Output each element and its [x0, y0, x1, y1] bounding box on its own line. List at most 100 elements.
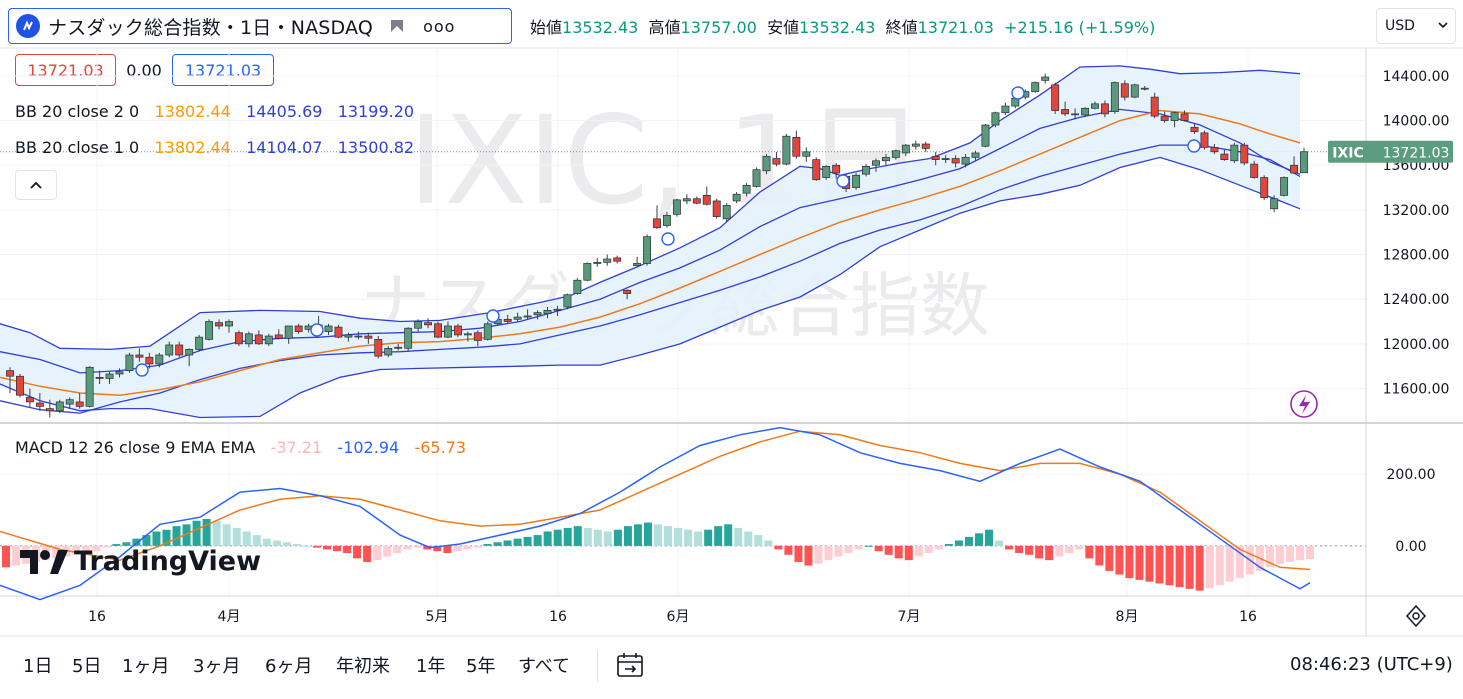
candle-body: [1061, 109, 1070, 115]
price-tick-label: 12000.00: [1383, 337, 1450, 353]
time-tick-label: 4月: [218, 609, 241, 625]
candle-body: [832, 164, 841, 174]
ask-price-box[interactable]: 13721.03: [172, 54, 274, 86]
bb1-legend[interactable]: BB 20 close 1 0 13802.44 14104.07 13500.…: [15, 138, 414, 157]
macd-histogram-bar: [1215, 545, 1224, 586]
low-label: 安値: [767, 18, 800, 37]
bb2-legend[interactable]: BB 20 close 2 0 13802.44 14405.69 13199.…: [15, 102, 414, 121]
event-marker-icon[interactable]: [486, 309, 500, 323]
macd-signal-line: [0, 430, 1311, 571]
more-options-icon[interactable]: ooo: [423, 16, 456, 36]
clock-timezone[interactable]: 08:46:23 (UTC+9): [1290, 654, 1453, 675]
time-axis: 16 4月 5月 16 6月 7月 8月 16: [88, 609, 1257, 625]
candle-body: [702, 195, 711, 205]
bb2-label: BB 20 close 2 0: [15, 102, 140, 121]
macd-histogram-bar: [1155, 545, 1164, 584]
macd-histogram-bar: [1005, 545, 1014, 550]
candle-body: [6, 370, 14, 377]
candle-body: [135, 354, 144, 358]
date-range-icon[interactable]: [615, 652, 645, 680]
macd-histogram-bar: [603, 531, 612, 546]
event-marker-icon[interactable]: [310, 323, 324, 337]
lightning-icon[interactable]: [1290, 390, 1318, 418]
range-button-3[interactable]: 3ヶ月: [193, 656, 241, 677]
macd-histogram-bar: [1235, 545, 1244, 579]
macd-histogram-bar: [774, 545, 783, 550]
range-button-7[interactable]: 5年: [466, 656, 496, 677]
candle-body: [1081, 107, 1089, 116]
candle-body: [1290, 164, 1298, 174]
macd-histogram-bar: [1015, 545, 1024, 553]
macd-histogram-bar: [192, 520, 201, 546]
event-marker-icon[interactable]: [661, 232, 675, 246]
event-marker-icon[interactable]: [836, 174, 850, 188]
macd-histogram-bar: [824, 545, 833, 561]
candle-body: [523, 315, 532, 318]
candle-body: [324, 325, 333, 332]
bb2-basis: 13802.44: [154, 102, 231, 121]
macd-histogram-bar: [1205, 545, 1214, 589]
macd-histogram-bar: [623, 526, 632, 546]
macd-histogram-bar: [944, 544, 953, 546]
currency-select[interactable]: USD: [1376, 8, 1456, 44]
macd-histogram-bar: [322, 545, 331, 550]
candle-body: [563, 294, 572, 308]
macd-histogram-bar: [12, 545, 21, 566]
candle-body: [1230, 144, 1239, 162]
macd-histogram-bar: [92, 545, 101, 552]
event-marker-icon[interactable]: [1187, 139, 1201, 153]
time-tick-label: 16: [1239, 609, 1257, 625]
macd-histogram-bar: [674, 527, 683, 546]
candle-body: [394, 346, 403, 349]
candle-body: [603, 258, 612, 263]
event-marker-icon[interactable]: [1011, 86, 1025, 100]
macd-legend[interactable]: MACD 12 26 close 9 EMA EMA -37.21 -102.9…: [15, 438, 466, 457]
bid-price-box[interactable]: 13721.03: [15, 54, 116, 86]
macd-histogram-bar: [1135, 545, 1144, 580]
range-button-6[interactable]: 1年: [416, 656, 446, 677]
macd-histogram-bar: [393, 545, 402, 553]
candle-body: [881, 157, 890, 162]
macd-line: [0, 426, 1311, 601]
ohlc-readout: 始値13532.43 高値13757.00 安値13532.43 終値13721…: [530, 14, 1155, 38]
range-button-8[interactable]: すべて: [518, 656, 571, 677]
candle-body: [1150, 96, 1159, 117]
tradingview-logo[interactable]: TradingView: [20, 546, 261, 577]
candle-body: [1130, 84, 1139, 98]
divider: [597, 650, 598, 682]
candle-body: [941, 158, 950, 160]
collapse-legend-button[interactable]: [15, 170, 57, 200]
macd-histogram-bar: [343, 545, 352, 553]
candle-body: [1110, 82, 1119, 112]
range-button-4[interactable]: 6ヶ月: [265, 656, 313, 677]
candle-body: [782, 135, 791, 165]
flag-icon[interactable]: [389, 18, 405, 34]
candle-body: [105, 373, 114, 379]
candle-body: [1270, 198, 1279, 210]
symbol-search-box[interactable]: ナスダック総合指数・1日・NASDAQ ooo: [8, 8, 512, 44]
candle-body: [872, 160, 880, 166]
settings-gear-icon[interactable]: [1405, 604, 1427, 628]
tradingview-icon: [20, 549, 68, 574]
range-button-0[interactable]: 1日: [23, 656, 53, 677]
time-tick-label: 5月: [426, 609, 449, 625]
bb2-upper: 14405.69: [246, 102, 323, 121]
settings-gear-center: [1412, 612, 1420, 620]
macd-label: MACD 12 26 close 9 EMA EMA: [15, 438, 256, 457]
macd-histogram-bar: [333, 545, 342, 552]
event-marker-icon[interactable]: [135, 363, 149, 377]
bb-basis-line: [0, 109, 1301, 396]
macd-histogram-bar: [633, 524, 642, 546]
macd-histogram-bar: [643, 522, 652, 546]
candle-body: [125, 354, 134, 371]
range-button-1[interactable]: 5日: [72, 656, 102, 677]
candle-body: [613, 257, 622, 262]
macd-histogram-bar: [513, 538, 522, 546]
candle-body: [264, 335, 273, 345]
range-button-5[interactable]: 年初来: [336, 656, 390, 677]
candle-body: [961, 157, 970, 165]
macd-histogram-bar: [503, 540, 512, 546]
candle-body: [284, 325, 293, 339]
range-button-2[interactable]: 1ヶ月: [122, 656, 170, 677]
